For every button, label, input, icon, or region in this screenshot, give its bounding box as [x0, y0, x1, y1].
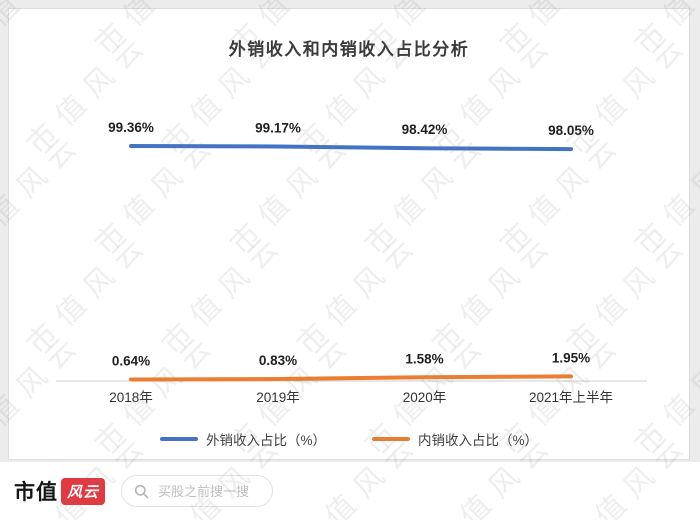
series-line-0	[129, 144, 573, 152]
search-input[interactable]	[156, 482, 261, 500]
data-label: 0.83%	[259, 353, 297, 368]
legend-swatch-domestic	[372, 437, 410, 441]
legend-item-export: 外销收入占比（%）	[159, 429, 326, 449]
category-label: 2018年	[109, 390, 153, 405]
data-label: 0.64%	[112, 353, 150, 368]
series-line-1	[129, 374, 573, 382]
data-label: 99.17%	[255, 120, 301, 135]
watermark-text: 市值风云	[696, 25, 700, 162]
category-label: 2020年	[403, 390, 447, 405]
category-label: 2021年上半年	[529, 390, 613, 405]
chart-card: 外销收入和内销收入占比分析 99.36% 99.17% 98.42% 98.05% 0.…	[8, 8, 690, 460]
data-label: 98.05%	[548, 123, 594, 138]
legend-label-domestic: 内销收入占比（%）	[418, 433, 539, 448]
data-label: 99.36%	[108, 120, 154, 135]
logo-text-black: 市值	[14, 481, 58, 504]
logo-text-red: 风云	[61, 477, 106, 505]
line-chart: 99.36% 99.17% 98.42% 98.05% 0.64% 0.83% 1.58% 1…	[56, 120, 647, 405]
chart-legend: 外销收入占比（%） 内销收入占比（%）	[9, 429, 689, 449]
data-label: 1.58%	[405, 351, 443, 366]
watermark-text: 市值风云	[696, 225, 700, 362]
data-label: 1.95%	[552, 350, 590, 365]
data-label: 98.42%	[402, 122, 448, 137]
search-box[interactable]	[121, 475, 274, 507]
chart-title: 外销收入和内销收入占比分析	[228, 40, 470, 59]
footer-bar: 市值 风云	[0, 462, 700, 520]
legend-swatch-export	[159, 437, 198, 441]
legend-item-domestic: 内销收入占比（%）	[372, 429, 538, 449]
category-label: 2019年	[256, 390, 300, 405]
legend-label-export: 外销收入占比（%）	[205, 433, 326, 448]
brand-logo[interactable]: 市值 风云	[14, 476, 106, 506]
search-icon	[134, 484, 149, 499]
